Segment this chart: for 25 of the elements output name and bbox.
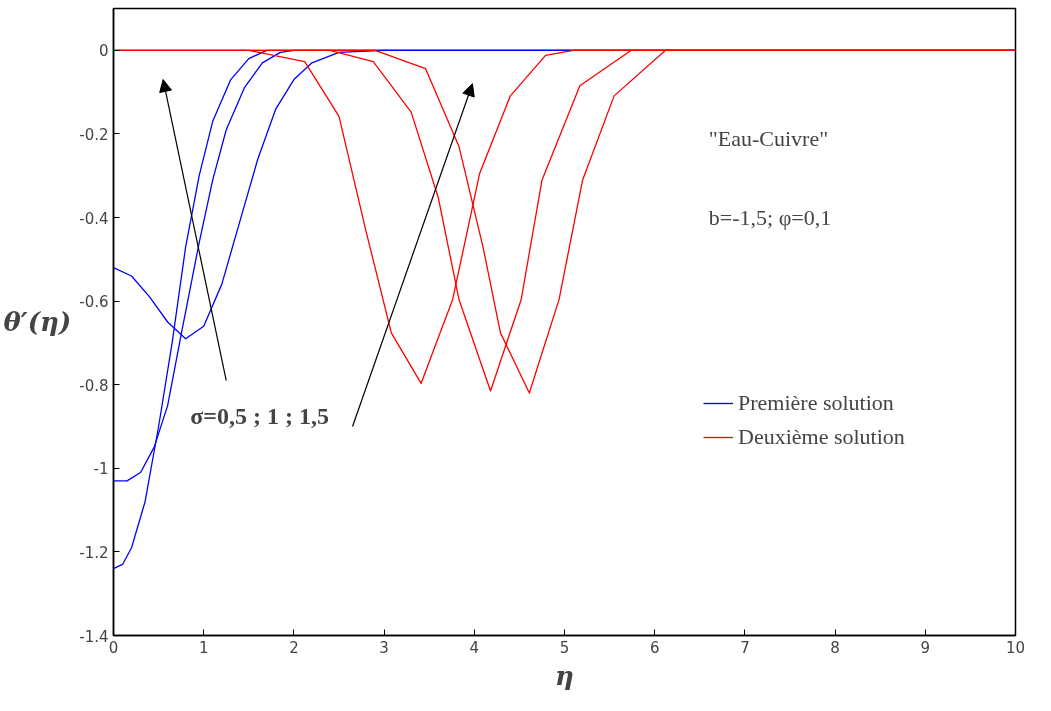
y-tick-label: -0.8 [79, 376, 109, 395]
y-tick-label: -1.2 [79, 543, 109, 562]
x-tick-label: 9 [920, 638, 931, 657]
x-tick-label: 4 [469, 638, 480, 657]
y-tick-label: -1 [93, 460, 109, 479]
legend-label: Première solution [738, 390, 894, 416]
x-tick-label: 2 [289, 638, 299, 657]
y-axis-title: θ′(η) [3, 307, 72, 337]
x-tick-label: 3 [379, 638, 389, 657]
annotation: "Eau-Cuivre" [708, 125, 829, 151]
y-tick-label: -0.6 [79, 293, 109, 312]
x-tick-label: 10 [1005, 638, 1026, 657]
y-tick-label: -0.2 [79, 125, 109, 144]
annotation: σ=0,5 ; 1 ; 1,5 [190, 402, 329, 429]
y-tick-label: -1.4 [79, 627, 109, 646]
x-tick-label: 5 [559, 638, 570, 657]
y-tick-label: 0 [98, 42, 109, 61]
x-tick-label: 7 [740, 638, 750, 657]
x-tick-label: 1 [198, 638, 209, 657]
x-axis-title: η [555, 660, 574, 691]
x-tick-label: 6 [649, 638, 660, 657]
y-tick-label: -0.4 [79, 209, 109, 228]
annotation: b=-1,5; φ=0,1 [708, 205, 832, 231]
legend-label: Deuxième solution [738, 424, 905, 450]
x-tick-label: 8 [830, 638, 840, 657]
